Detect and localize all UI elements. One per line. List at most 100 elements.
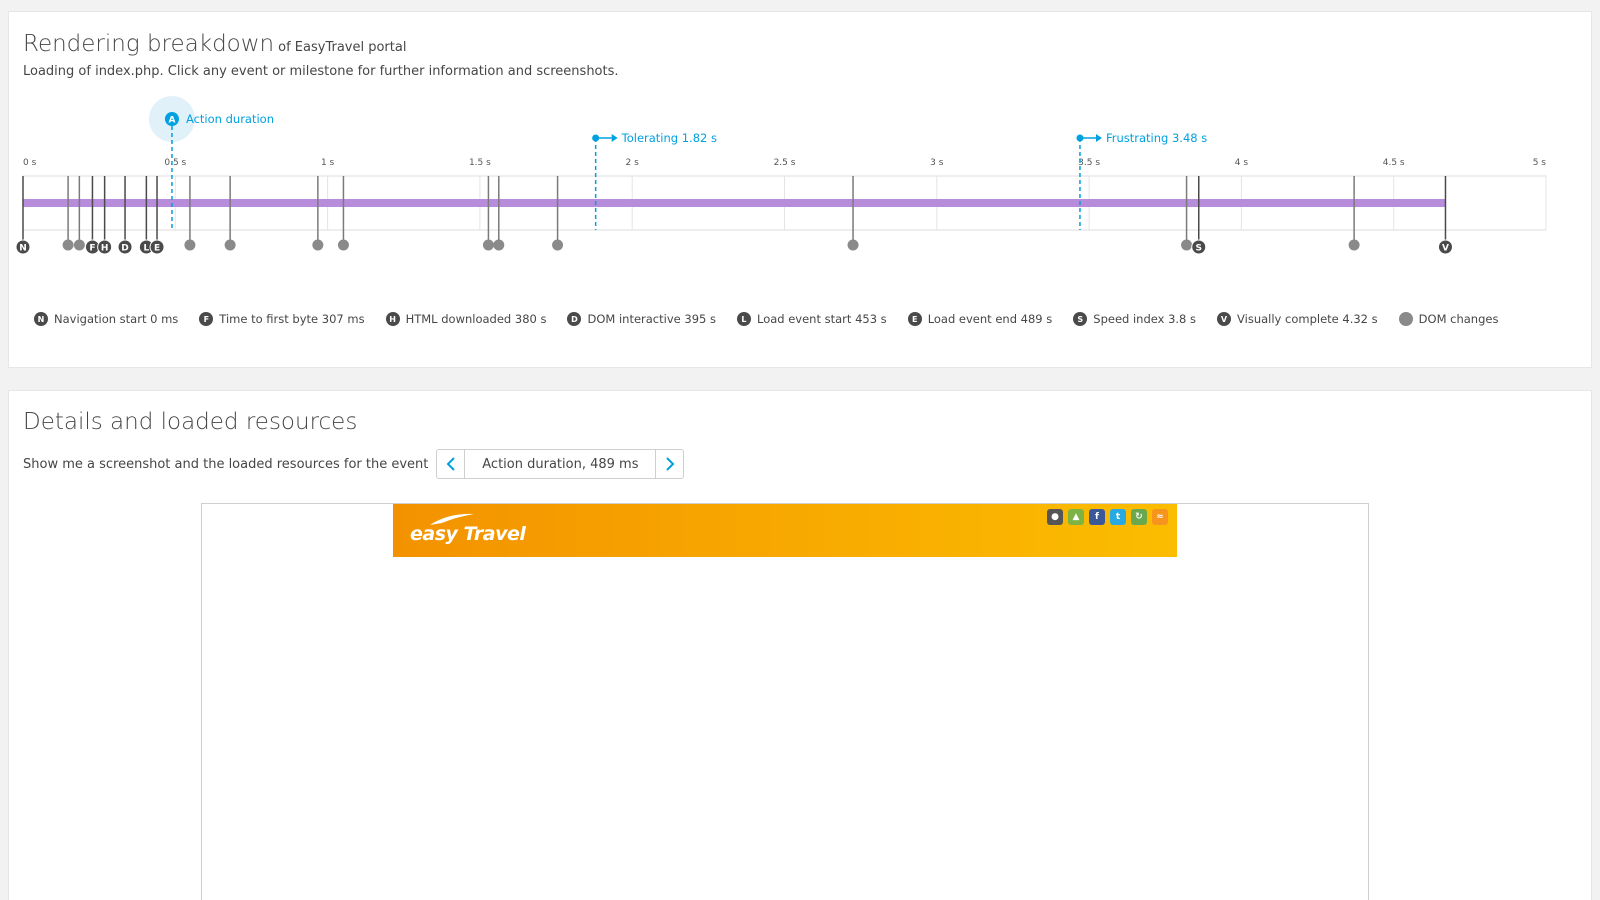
dom-change-marker[interactable] [847,239,859,251]
timeline-svg: 0 s 0.5 s 1 s 1.5 s 2 s 2.5 s 3 s 3.5 s 4 s 4.5 s… [15,96,1547,255]
milestone-marker-e[interactable] [149,239,165,255]
legend-item[interactable]: D DOM interactive 395 s [567,312,716,326]
rendering-breakdown-title: Rendering breakdown of EasyTravel portal [23,31,406,57]
axis-tick-label: 0 s [23,158,37,168]
rendering-duration-bar [23,199,1446,207]
social-icons: ● ▲ f t ↻ ≈ [1047,509,1173,525]
legend-item[interactable]: E Load event end 489 s [907,312,1053,326]
rendering-timeline[interactable]: 0 s 0.5 s 1 s 1.5 s 2 s 2.5 s 3 s 3.5 s 4 s 4.5 s… [9,96,1593,266]
dom-change-marker[interactable] [224,239,236,251]
plane-swoosh-icon [430,513,474,525]
easytravel-banner: easy Travel ● ▲ f t ↻ ≈ [393,504,1177,557]
milestone-letter: E [154,244,160,254]
legend-item[interactable]: DOM changes [1398,312,1499,326]
dom-change-marker[interactable] [552,239,564,251]
milestone-letter: L [143,244,149,254]
legend-label: HTML downloaded 380 s [405,312,547,326]
legend-label: DOM interactive 395 s [587,312,716,326]
facebook-icon[interactable]: f [1089,509,1105,525]
android-icon[interactable]: ▲ [1068,509,1084,525]
event-screenshot: easy Travel ● ▲ f t ↻ ≈ [201,503,1369,900]
milestone-marker-v[interactable] [1437,239,1453,255]
action-duration-badge[interactable] [164,112,179,126]
dom-change-marker[interactable] [1348,239,1360,251]
axis-tick-label: 0.5 s [164,158,186,168]
action-duration-badge-letter: A [168,116,175,126]
apple-icon[interactable]: ● [1047,509,1063,525]
frustrating-threshold-label[interactable]: Frustrating 3.48 s [1106,131,1207,145]
tolerating-threshold-label[interactable]: Tolerating 1.82 s [621,131,717,145]
dom-change-dot-icon [1398,312,1413,326]
easytravel-logo-text: easy Travel [410,523,526,545]
dom-change-marker[interactable] [482,239,494,251]
dom-change-marker[interactable] [337,239,349,251]
milestone-letter: D [121,244,128,254]
axis-tick-label: 2 s [626,158,640,168]
milestone-letter: F [89,244,95,254]
arrow-right-icon [1095,134,1102,142]
previous-event-button[interactable] [437,450,466,478]
legend-item[interactable]: H HTML downloaded 380 s [385,312,547,326]
milestone-marker-n[interactable] [15,239,31,255]
milestone-marker-h[interactable] [97,239,113,255]
dom-change-marker[interactable] [184,239,196,251]
timeline-legend: N Navigation start 0 ms F Time to first byt… [34,309,1519,329]
easytravel-logo: easy Travel [410,513,526,545]
rss-icon[interactable]: ≈ [1152,509,1168,525]
event-value: Action duration, 489 ms [482,456,639,472]
axis-tick-label: 1.5 s [469,158,491,168]
milestone-letter: H [101,244,109,254]
axis-tick-label: 3.5 s [1078,158,1100,168]
axis-tick-label: 3 s [930,158,944,168]
axis-tick-label: 4 s [1235,158,1249,168]
rendering-title-suffix: of EasyTravel portal [278,40,407,55]
axis-tick-label: 2.5 s [774,158,796,168]
details-title: Details and loaded resources [23,409,358,435]
legend-label: Visually complete 4.32 s [1237,312,1378,326]
dom-change-marker[interactable] [62,239,74,251]
legend-badge-e: E [907,312,922,326]
milestone-marker-d[interactable] [117,239,133,255]
legend-badge-v: V [1217,312,1232,326]
share-icon[interactable]: ↻ [1131,509,1147,525]
next-event-button[interactable] [655,450,683,478]
legend-label: Speed index 3.8 s [1093,312,1197,326]
legend-item[interactable]: V Visually complete 4.32 s [1217,312,1378,326]
event-stepper: Action duration, 489 ms [436,449,685,479]
event-prompt-label: Show me a screenshot and the loaded reso… [23,456,429,472]
milestone-marker-s[interactable] [1191,239,1207,255]
legend-label: Navigation start 0 ms [54,312,179,326]
legend-label: Load event end 489 s [927,312,1053,326]
dom-change-marker[interactable] [312,239,324,251]
legend-badge-f: F [199,312,214,326]
twitter-icon[interactable]: t [1110,509,1126,525]
axis-tick-label: 4.5 s [1383,158,1405,168]
chevron-right-icon [666,457,675,471]
legend-item[interactable]: S Speed index 3.8 s [1073,312,1196,326]
arrow-right-icon [611,134,618,142]
legend-label: Time to first byte 307 ms [219,312,365,326]
action-duration-label[interactable]: Action duration [186,112,274,126]
rendering-title-text: Rendering breakdown [23,31,275,57]
legend-item[interactable]: L Load event start 453 s [736,312,887,326]
legend-badge-d: D [567,312,582,326]
legend-badge-l: L [736,312,751,326]
rendering-breakdown-card: Rendering breakdown of EasyTravel portal … [8,11,1592,368]
legend-badge-s: S [1073,312,1088,326]
dom-change-marker[interactable] [1181,239,1193,251]
chevron-left-icon [446,457,455,471]
milestone-letter: V [1442,244,1449,254]
legend-badge-n: N [34,312,48,326]
legend-label: DOM changes [1418,312,1499,326]
legend-label: Load event start 453 s [756,312,887,326]
dom-change-marker[interactable] [73,239,85,251]
axis-tick-label: 5 s [1533,158,1547,168]
legend-badge-h: H [385,312,400,326]
milestone-letter: N [19,244,27,254]
legend-item[interactable]: F Time to first byte 307 ms [199,312,365,326]
milestone-letter: S [1196,244,1202,254]
legend-item[interactable]: N Navigation start 0 ms [34,312,178,326]
event-selector-row: Show me a screenshot and the loaded reso… [23,449,685,479]
dom-change-marker[interactable] [493,239,505,251]
details-card: Details and loaded resources Show me a s… [8,390,1592,900]
